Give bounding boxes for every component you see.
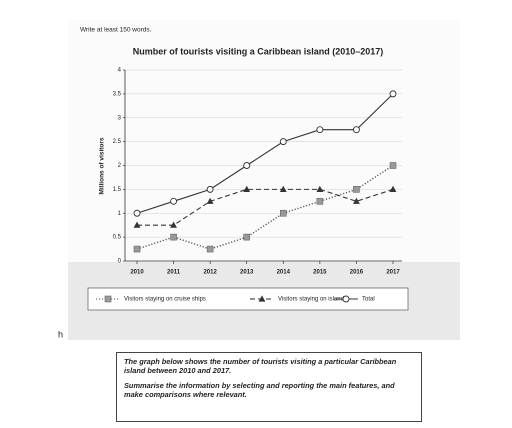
prompt-box: The graph below shows the number of tour…: [116, 352, 422, 422]
marker: [316, 198, 324, 205]
x-tick-label: 2014: [277, 270, 291, 276]
marker: [353, 197, 360, 204]
y-tick-label: 2: [118, 163, 122, 169]
marker: [389, 185, 397, 192]
marker: [170, 233, 177, 241]
legend-label: Visitors staying on island: [278, 297, 344, 303]
x-tick-label: 2010: [130, 270, 144, 276]
marker: [133, 209, 141, 217]
legend-label: Total: [362, 297, 375, 303]
marker: [206, 185, 214, 193]
y-tick-label: 4: [118, 68, 122, 74]
marker: [243, 233, 251, 241]
marker: [316, 185, 324, 192]
y-tick-label: 1: [118, 211, 122, 217]
marker: [279, 185, 287, 192]
x-tick-label: 2012: [203, 270, 217, 276]
x-tick-label: 2011: [167, 270, 181, 276]
x-tick-label: 2013: [240, 270, 254, 276]
instruction: Write at least 150 words.: [80, 27, 152, 34]
legend: [87, 287, 409, 311]
y-tick-label: 0: [118, 259, 122, 265]
chart-title: Number of tourists visiting a Caribbean …: [133, 46, 384, 56]
legend-marker: [342, 295, 350, 303]
x-tick-label: 2015: [313, 270, 327, 276]
marker: [206, 197, 214, 204]
x-tick-label: 2017: [386, 270, 400, 276]
marker: [133, 221, 141, 228]
y-tick-label: 3: [118, 115, 122, 121]
marker: [316, 126, 324, 134]
series-line: [136, 93, 394, 214]
marker: [170, 197, 178, 205]
legend-label: Visitors staying on cruise ships: [124, 297, 206, 303]
prompt-text: Summarise the information by selecting a…: [124, 380, 395, 399]
marker: [206, 245, 214, 253]
marker: [243, 185, 251, 192]
series-line: [137, 188, 394, 226]
marker: [279, 138, 287, 146]
marker: [389, 162, 397, 169]
marker: [389, 90, 397, 98]
y-tick-label: 2.5: [113, 139, 122, 145]
legend-marker: [258, 295, 266, 302]
marker: [170, 221, 177, 228]
marker: [243, 162, 251, 169]
marker: [352, 126, 360, 134]
stray-text: h: [58, 329, 63, 339]
y-tick-label: 0.5: [113, 235, 122, 241]
marker: [279, 209, 287, 217]
legend-marker: [104, 295, 112, 303]
x-tick-label: 2016: [350, 270, 364, 276]
y-axis-label: Millions of visitors: [99, 137, 106, 194]
marker: [133, 245, 141, 253]
y-tick-label: 1.5: [113, 187, 122, 193]
prompt-text: The graph below shows the number of tour…: [124, 357, 397, 376]
marker: [353, 186, 360, 193]
y-tick-label: 3.5: [113, 91, 122, 97]
